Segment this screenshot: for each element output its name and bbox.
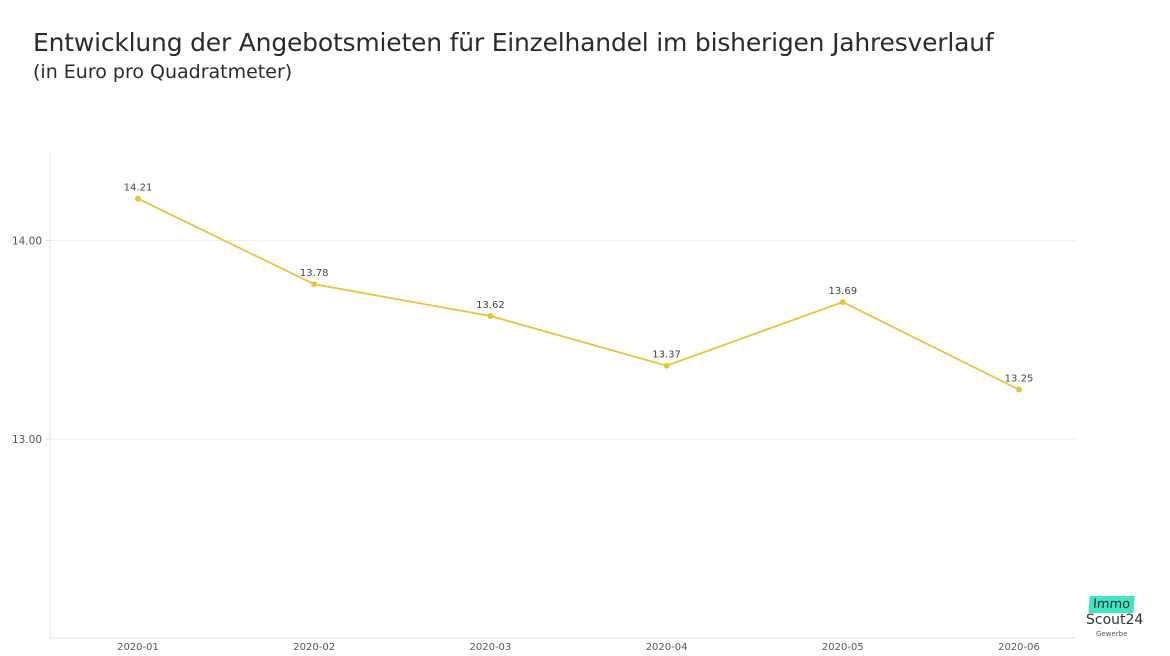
data-label: 13.69 bbox=[828, 286, 857, 297]
series-line bbox=[137, 197, 1020, 391]
x-tick-label: 2020-01 bbox=[117, 642, 159, 653]
data-point bbox=[135, 195, 141, 202]
x-tick-label: 2020-02 bbox=[293, 642, 335, 653]
data-label: 13.62 bbox=[476, 300, 505, 311]
data-label: 13.78 bbox=[300, 268, 329, 279]
x-tick-label: 2020-04 bbox=[646, 642, 688, 653]
data-labels: 14.21 13.78 13.62 13.37 13.69 13.25 bbox=[124, 183, 1034, 385]
data-point bbox=[1016, 386, 1022, 393]
data-label: 13.25 bbox=[1005, 374, 1034, 385]
data-point bbox=[311, 281, 318, 288]
data-points bbox=[135, 195, 1022, 393]
x-tick-labels: 2020-01 2020-02 2020-03 2020-04 2020-05 2020-… bbox=[117, 642, 1040, 653]
gridlines bbox=[46, 239, 1076, 440]
data-label: 14.21 bbox=[124, 183, 153, 194]
data-point bbox=[487, 312, 494, 319]
x-tick-label: 2020-06 bbox=[998, 642, 1040, 653]
y-tick-label: 14.00 bbox=[12, 235, 42, 247]
y-tick-labels: 13.00 14.00 bbox=[12, 235, 42, 446]
immoscout24-gewerbe-logo: Immo Scout24 Gewerbe bbox=[1086, 596, 1146, 646]
logo-scout24: Scout24 bbox=[1086, 612, 1144, 628]
chart-subtitle: (in Euro pro Quadratmeter) bbox=[33, 61, 293, 83]
y-tick-label: 13.00 bbox=[12, 434, 42, 446]
x-tick-label: 2020-03 bbox=[470, 642, 512, 653]
logo-gewerbe: Gewerbe bbox=[1096, 630, 1128, 638]
chart-title: Entwicklung der Angebotsmieten für Einze… bbox=[33, 28, 994, 57]
data-point bbox=[839, 299, 846, 306]
data-label: 13.37 bbox=[652, 350, 681, 361]
x-tick-label: 2020-05 bbox=[822, 642, 864, 653]
data-point bbox=[663, 362, 670, 369]
